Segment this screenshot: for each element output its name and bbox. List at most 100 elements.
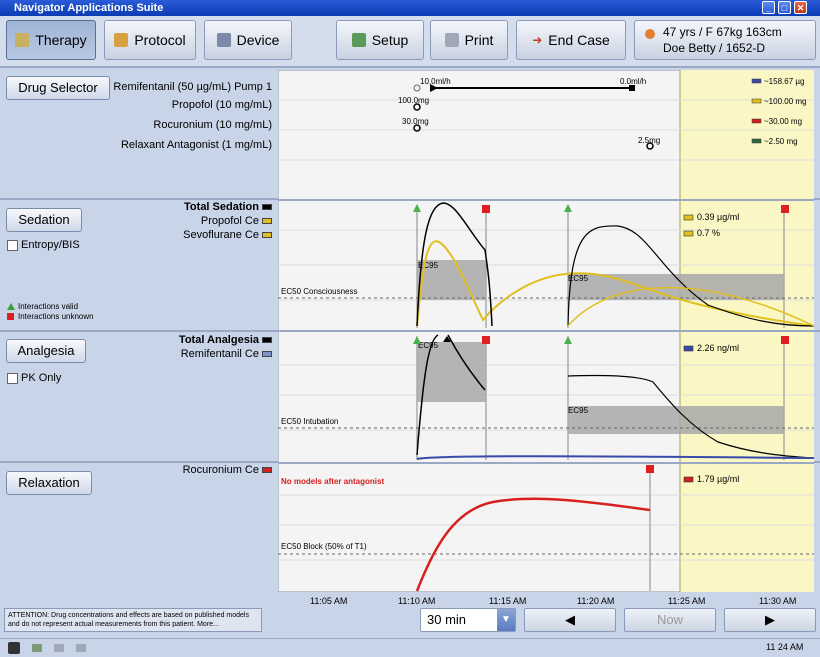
propofol-ce-curve [416, 240, 814, 327]
remi-value-swatch [683, 345, 694, 352]
legend-sevoflurane-ce: Sevoflurane Ce [183, 229, 272, 241]
relaxation-chart: No models after antagonist EC50 Block (5… [278, 465, 814, 592]
analgesia-button[interactable]: Analgesia [6, 339, 86, 363]
minimize-button[interactable]: _ [762, 1, 775, 14]
legend-swatch [262, 337, 272, 344]
clock: 11 24 AM [766, 642, 804, 652]
now-button[interactable]: Now [624, 608, 716, 632]
device-status-icon [76, 644, 86, 652]
remifentanil-ce-value: 2.26 ng/ml [697, 343, 739, 353]
legend-total-analgesia-text: Total Analgesia [178, 334, 259, 346]
title-bar: Navigator Applications Suite _ □ ✕ [0, 0, 820, 16]
legend-swatch [262, 218, 272, 225]
antagonist-total: ~2.50 mg [764, 137, 798, 146]
legend-total-analgesia: Total Analgesia [179, 334, 272, 346]
drug-label-rocuronium: Rocuronium (10 mg/mL) [153, 119, 272, 131]
divider [0, 66, 820, 68]
patient-name: Doe Betty / 1652-D [663, 41, 766, 55]
time-tick: 11:05 AM [310, 596, 348, 606]
triangle-left-icon: ◀ [565, 612, 575, 627]
propofol-total: ~100.00 mg [764, 97, 806, 106]
time-tick: 11:25 AM [668, 596, 706, 606]
interaction-unknown-icon[interactable] [482, 336, 490, 344]
legend-propofol-ce: Propofol Ce [201, 215, 272, 227]
entropy-bis-label: Entropy/BIS [21, 239, 80, 251]
propofol-bolus-marker[interactable] [413, 103, 421, 111]
remi-start-rate: 10.0ml/h [420, 77, 451, 86]
interaction-unknown-icon[interactable] [781, 205, 789, 213]
interaction-valid-icon[interactable] [413, 204, 421, 212]
interaction-valid-icon[interactable] [564, 336, 572, 344]
propofol-ce-value: 0.39 µg/ml [697, 212, 739, 222]
time-range-select[interactable]: 30 min ▼ [420, 608, 516, 632]
rocuronium-swatch [751, 118, 762, 124]
square-unknown-icon [7, 313, 14, 320]
interaction-unknown-icon[interactable] [646, 465, 654, 473]
propofol-value-swatch [683, 214, 694, 221]
interactions-valid-label: Interactions valid [18, 302, 79, 311]
entropy-bis-checkbox[interactable] [7, 240, 18, 251]
sedation-button[interactable]: Sedation [6, 208, 82, 232]
arrow-right-icon: ➜ [532, 33, 543, 47]
drug-selector-button[interactable]: Drug Selector [6, 76, 110, 100]
ec50-consciousness-label: EC50 Consciousness [281, 287, 357, 296]
interaction-unknown-icon[interactable] [781, 336, 789, 344]
window-title: Navigator Applications Suite [14, 2, 164, 14]
patient-info-button[interactable]: 47 yrs / F 67kg 163cm Doe Betty / 1652-D [634, 20, 816, 60]
remifentanil-ce-curve [416, 455, 814, 460]
ec95-label: EC95 [568, 274, 589, 283]
rocuronium-bolus-marker[interactable] [413, 124, 421, 132]
ec95-label: EC95 [568, 406, 589, 415]
relaxation-button[interactable]: Relaxation [6, 471, 92, 495]
legend-rocuronium-text: Rocuronium Ce [182, 464, 259, 476]
sevoflurane-ce-curve [567, 286, 814, 327]
interaction-valid-icon[interactable] [564, 204, 572, 212]
arrow-up-icon [443, 336, 451, 342]
printer-icon [444, 33, 459, 47]
ec95-label: EC95 [418, 341, 439, 350]
sevoflurane-ce-value: 0.7 % [697, 228, 720, 238]
drug-label-propofol: Propofol (10 mg/mL) [171, 99, 272, 111]
ec95-band [417, 342, 486, 402]
scroll-forward-button[interactable]: ▶ [724, 608, 816, 632]
attention-notice[interactable]: ATTENTION: Drug concentrations and effec… [4, 608, 262, 632]
scroll-back-button[interactable]: ◀ [524, 608, 616, 632]
device-status-icon [54, 644, 64, 652]
interaction-valid-icon[interactable] [413, 336, 421, 344]
status-bar: 11 24 AM [0, 638, 820, 657]
setup-label: Setup [371, 32, 409, 48]
no-models-note: No models after antagonist [281, 477, 384, 486]
chevron-down-icon[interactable]: ▼ [497, 609, 515, 631]
infusion-start-marker[interactable] [413, 84, 421, 92]
infusion-stop-marker[interactable] [629, 85, 635, 91]
tab-therapy-label: Therapy [35, 32, 87, 48]
maximize-button[interactable]: □ [778, 1, 791, 14]
ec50-intubation-label: EC50 Intubation [281, 417, 338, 426]
network-icon [8, 642, 20, 654]
end-case-label: End Case [548, 32, 610, 48]
close-button[interactable]: ✕ [794, 1, 807, 14]
ec95-band [417, 260, 486, 300]
total-sedation-curve-2 [567, 225, 814, 327]
end-case-button[interactable]: ➜ End Case [516, 20, 626, 60]
setup-button[interactable]: Setup [336, 20, 424, 60]
print-button[interactable]: Print [430, 20, 508, 60]
sedation-chart: EC95 EC95 EC50 Consciousness 0.39 µg/ml … [278, 202, 814, 328]
setup-icon [351, 33, 366, 47]
tab-therapy[interactable]: Therapy [6, 20, 96, 60]
remi-stop-rate: 0.0ml/h [620, 77, 646, 86]
legend-remi-text: Remifentanil Ce [180, 348, 259, 360]
pk-only-checkbox[interactable] [7, 373, 18, 384]
antagonist-bolus-marker[interactable] [646, 142, 654, 150]
patient-icon [645, 29, 655, 39]
tab-protocol[interactable]: Protocol [104, 20, 196, 60]
remi-swatch [751, 78, 762, 84]
therapy-icon [15, 33, 30, 47]
tab-device[interactable]: Device [204, 20, 292, 60]
legend-swatch [262, 232, 272, 239]
propofol-swatch [751, 98, 762, 104]
legend-sevo-text: Sevoflurane Ce [183, 229, 259, 241]
antagonist-swatch [751, 138, 762, 144]
total-analgesia-curve [416, 334, 486, 456]
interaction-unknown-icon[interactable] [482, 205, 490, 213]
